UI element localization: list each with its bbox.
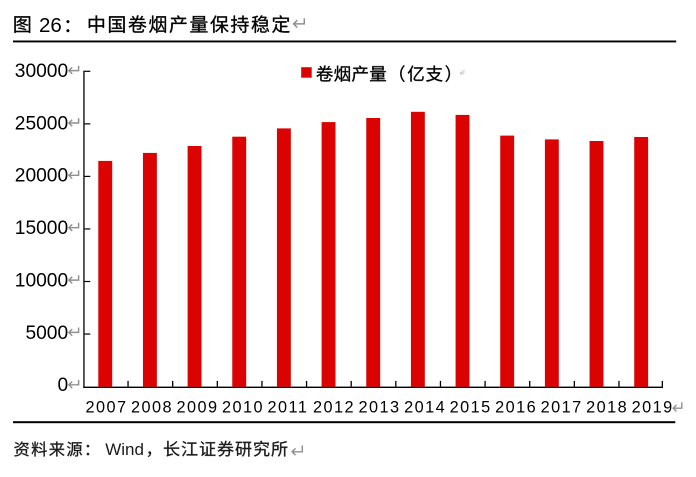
svg-text:20000: 20000 xyxy=(15,166,68,187)
svg-text:2019: 2019 xyxy=(632,399,674,417)
svg-text:2017: 2017 xyxy=(541,399,583,417)
svg-text:2014: 2014 xyxy=(404,399,446,417)
svg-text:15000: 15000 xyxy=(15,218,68,239)
svg-text:10000: 10000 xyxy=(15,270,68,291)
svg-text:30000: 30000 xyxy=(15,61,68,82)
svg-text:2013: 2013 xyxy=(359,399,401,417)
svg-text:2011: 2011 xyxy=(268,399,309,417)
svg-text:2009: 2009 xyxy=(177,399,219,417)
svg-text:Wind: Wind xyxy=(105,440,144,459)
svg-text:2018: 2018 xyxy=(586,399,628,417)
svg-text:2016: 2016 xyxy=(495,399,537,417)
svg-text:2010: 2010 xyxy=(222,399,264,417)
svg-text:2012: 2012 xyxy=(313,399,355,417)
svg-text:2015: 2015 xyxy=(450,399,492,417)
svg-text:2008: 2008 xyxy=(131,399,173,417)
svg-text:0: 0 xyxy=(57,375,68,396)
svg-text:5000: 5000 xyxy=(25,323,68,344)
svg-text:26: 26 xyxy=(39,14,62,37)
svg-text:2007: 2007 xyxy=(86,399,128,417)
svg-text:25000: 25000 xyxy=(15,113,68,134)
